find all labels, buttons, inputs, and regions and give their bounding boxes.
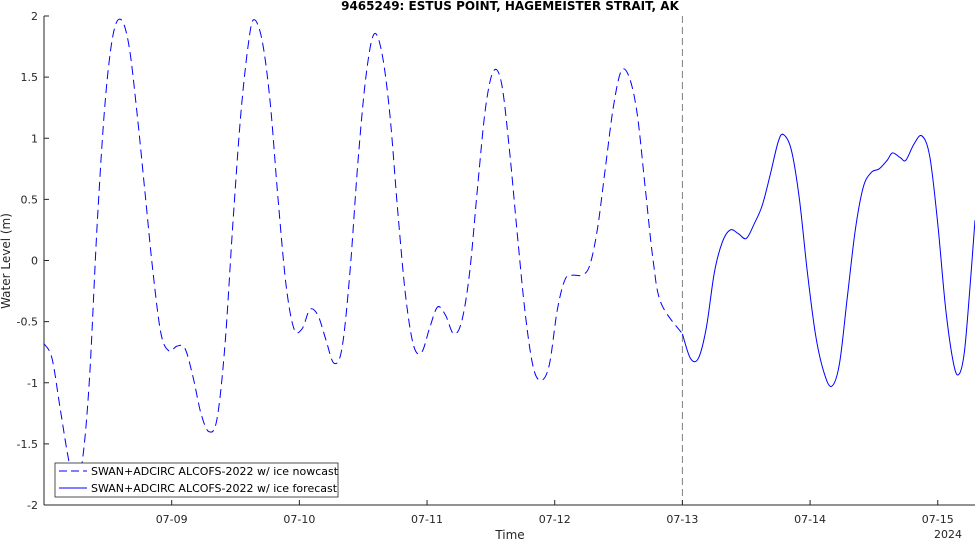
y-tick-label: -1.5 bbox=[17, 438, 38, 451]
y-tick-label: 1 bbox=[31, 132, 38, 145]
x-tick-label: 07-15 bbox=[922, 513, 954, 526]
y-tick-label: 0 bbox=[31, 255, 38, 268]
x-tick-label: 07-09 bbox=[156, 513, 188, 526]
x-axis-label: Time bbox=[494, 528, 524, 541]
legend: SWAN+ADCIRC ALCOFS-2022 w/ ice nowcast S… bbox=[54, 462, 339, 498]
x-tick-label: 07-11 bbox=[411, 513, 443, 526]
y-tick-label: -0.5 bbox=[17, 316, 38, 329]
y-tick-label: 1.5 bbox=[21, 71, 39, 84]
x-tick-label: 07-14 bbox=[794, 513, 826, 526]
legend-nowcast-label: SWAN+ADCIRC ALCOFS-2022 w/ ice nowcast bbox=[91, 465, 339, 478]
y-tick-label: -2 bbox=[27, 499, 38, 512]
chart-title: 9465249: ESTUS POINT, HAGEMEISTER STRAIT… bbox=[341, 0, 679, 13]
y-tick-label: 0.5 bbox=[21, 193, 39, 206]
x-axis-year-label: 2024 bbox=[934, 528, 962, 541]
x-tick-label: 07-12 bbox=[539, 513, 571, 526]
y-axis-label: Water Level (m) bbox=[0, 213, 13, 309]
axes-layer: -2 -1.5 -1 -0.5 0 0.5 1 1.5 2 07-09 07-10 07-11 07-1… bbox=[17, 10, 975, 526]
legend-forecast-label: SWAN+ADCIRC ALCOFS-2022 w/ ice forecast bbox=[91, 482, 338, 495]
plot-layer bbox=[44, 16, 975, 505]
y-tick-label: 2 bbox=[31, 10, 38, 23]
y-tick-label: -1 bbox=[27, 377, 38, 390]
x-tick-label: 07-10 bbox=[283, 513, 315, 526]
x-tick-label: 07-13 bbox=[666, 513, 698, 526]
legend-box bbox=[54, 462, 339, 498]
series-line-nowcast bbox=[44, 18, 683, 481]
series-line-forecast bbox=[681, 133, 975, 387]
